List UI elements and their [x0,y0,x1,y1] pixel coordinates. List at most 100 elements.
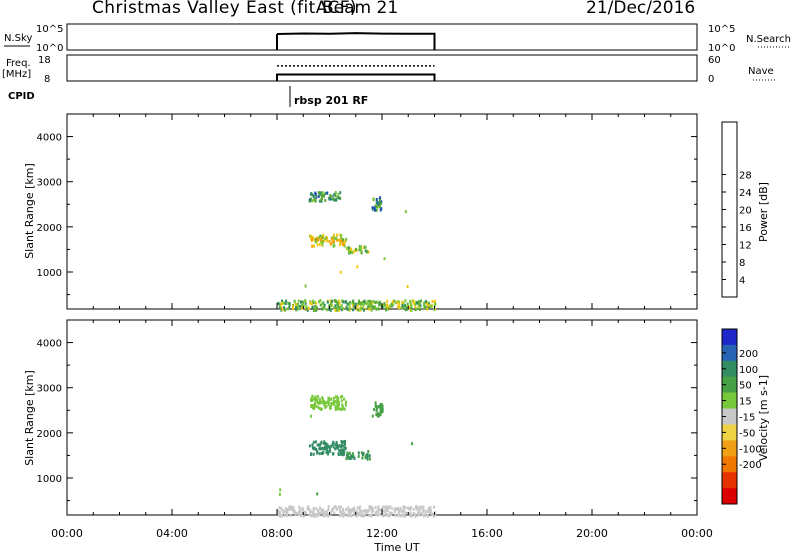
velocity-cell [372,509,375,513]
power-cell [426,307,429,311]
power-cell [347,246,350,250]
power-cell [311,193,314,197]
power-cell [377,201,380,205]
power-cell [319,303,322,307]
power-colorbar: 4 8 12 16 20 24 28 [721,121,752,298]
power-cell [361,302,364,306]
velocity-cell [294,513,297,516]
power-cell [375,201,378,204]
velocity-cell [338,444,341,448]
velocity-cell [370,509,373,513]
velocity-cell [418,512,421,516]
velocity-cell [350,456,353,460]
velocity-ytick-label: 4000 [37,339,62,350]
power-cell [379,196,382,200]
velocity-cell [432,514,435,518]
power-cell [312,236,315,240]
power-cell [336,233,339,237]
velocity-cell [342,512,345,516]
velocity-cell [341,403,344,407]
velocity-cell [366,453,369,457]
velocity-cell [368,505,371,509]
power-cell [326,300,329,304]
velocity-cell [332,400,335,404]
velocity-cell [394,507,397,511]
power-cell [398,306,401,309]
velocity-cell [370,514,373,518]
velocity-cell [324,513,327,517]
velocity-cell [335,441,338,444]
velocity-cell [302,509,305,513]
velocity-cell [393,510,396,514]
velocity-cell [306,507,309,511]
power-cell [320,237,323,241]
velocity-cell [410,514,413,518]
power-cell [374,208,377,212]
cpid-row: CPID rbsp 201 RF [8,86,368,107]
velocity-cell [312,397,315,401]
velocity-cell [284,507,287,511]
power-cell [396,300,399,304]
velocity-colorbar-swatch [722,392,737,409]
velocity-cell [402,509,405,513]
velocity-cell [337,445,339,449]
power-cell [312,301,315,305]
power-cell [356,304,359,308]
power-cell [404,210,407,214]
velocity-cell [376,513,379,517]
nsky-label: N.Sky [4,33,32,44]
power-cell [337,238,340,242]
power-cell [320,199,323,203]
power-cell [340,236,343,240]
velocity-cell [415,505,418,509]
velocity-cell [311,444,314,448]
velocity-cell [343,397,346,401]
power-cell [323,306,326,310]
velocity-cell [390,511,393,515]
power-cell [352,250,355,254]
velocity-cell [374,401,377,405]
power-cell [375,204,378,208]
power-cell [349,247,352,251]
velocity-cell [355,512,358,516]
velocity-cell [348,452,351,456]
velocity-cell [321,511,324,515]
velocity-cell [314,440,317,444]
power-cell [336,304,339,308]
power-cell [315,301,318,305]
power-cell [433,303,436,307]
power-cell [334,304,337,308]
velocity-cell [321,446,324,450]
velocity-cell [351,452,354,456]
power-ytick-label: 3000 [37,178,62,189]
power-cell [316,243,319,247]
power-cell [330,304,333,308]
power-cell [409,299,412,303]
velocity-cell [405,511,408,515]
velocity-cell [312,446,314,450]
power-cell [339,191,342,195]
velocity-cell [328,397,331,401]
velocity-cell [313,402,316,406]
power-cell [355,302,358,306]
power-cell [305,305,308,309]
nsky-tick-top-left: 10^5 [36,24,63,35]
power-cell [334,309,337,312]
velocity-cell [422,507,425,511]
velocity-cell [322,441,325,445]
power-cell [338,305,341,309]
power-cell [369,302,372,306]
power-cell [418,303,421,306]
power-cell [409,302,412,306]
velocity-cell [364,456,367,460]
power-cell [321,240,324,244]
power-cell [286,307,289,311]
power-cell [284,308,286,312]
power-cell [349,300,352,304]
velocity-cell [315,513,318,517]
power-cell [391,300,394,304]
velocity-cell [375,407,378,411]
velocity-cell [324,406,327,409]
velocity-cell [310,514,313,518]
power-cell [351,251,353,254]
